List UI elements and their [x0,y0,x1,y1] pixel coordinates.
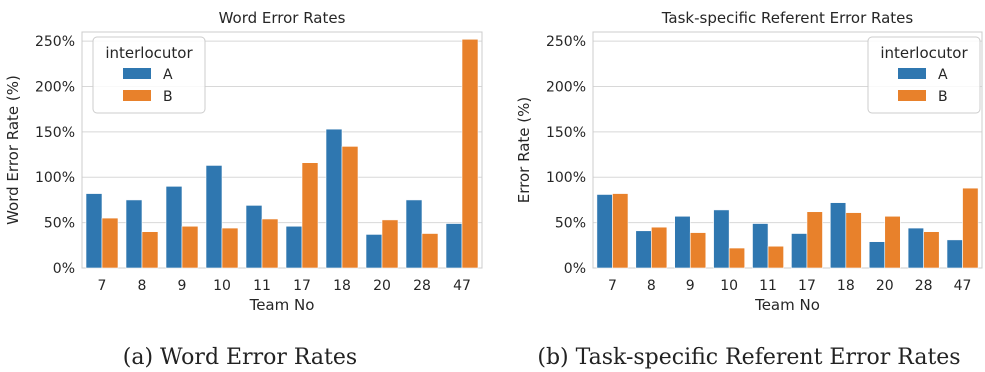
legend-label-a: A [163,67,173,83]
x-tick-label: 11 [253,278,271,294]
plot-frame [592,31,983,269]
legend: interlocutor AB [92,36,206,114]
x-tick-label: 18 [837,278,855,294]
bar-a-team-28 [405,199,423,269]
bar-a-team-9 [165,186,183,269]
y-tick-label: 50% [555,216,586,232]
x-tick-label: 28 [413,278,431,294]
y-axis-label: Error Rate (%) [515,97,533,203]
x-tick-label: 20 [876,278,894,294]
bar-a-team-11 [245,205,263,269]
x-tick-label: 9 [686,278,695,294]
x-tick-label: 47 [453,278,471,294]
chart-title: Task-specific Referent Error Rates [661,9,914,27]
y-tick-label: 50% [44,216,75,232]
y-tick-label: 100% [546,170,586,186]
bar-a-team-10 [713,209,730,269]
x-tick-label: 20 [373,278,391,294]
bar-a-team-7 [596,194,613,269]
bar-a-team-17 [285,225,303,269]
bar-b-team-10 [728,247,746,269]
bar-b-team-10 [221,227,239,269]
bar-b-team-11 [767,245,784,269]
bar-b-team-8 [651,226,668,269]
x-tick-label: 10 [720,278,738,294]
y-tick-label: 100% [35,170,75,186]
legend-title: interlocutor [105,44,193,62]
bar-b-team-11 [261,218,279,269]
x-tick-label: 28 [915,278,933,294]
x-tick-label: 7 [608,278,617,294]
y-tick-label: 200% [546,79,586,95]
x-tick-label: 47 [954,278,972,294]
bar-a-team-47 [946,239,963,269]
x-axis-label: Team No [754,296,820,314]
legend-label-b: B [163,89,173,105]
bar-b-team-9 [181,225,199,269]
bar-b-team-17 [806,211,823,269]
bar-a-team-11 [752,223,769,269]
bar-a-team-8 [635,230,652,269]
chart-referent-error-rates: 0% 50% 100% 150% 200% 250% 7 8 9 10 11 17 18 20 28 47 Te… [515,9,983,370]
y-tick-label: 150% [546,125,586,141]
y-tick-label: 150% [35,125,75,141]
bar-b-team-28 [421,233,439,269]
bar-a-team-20 [868,241,886,269]
y-tick-label: 250% [546,34,586,50]
bar-b-team-9 [689,232,707,269]
bar-b-team-7 [101,217,119,269]
bar-a-team-20 [365,234,383,269]
bar-a-team-28 [907,227,924,269]
legend-swatch-a [898,68,926,79]
bar-a-team-9 [674,215,691,269]
y-tick-label: 200% [35,79,75,95]
x-tick-label: 9 [178,278,187,294]
bar-a-team-7 [85,193,103,269]
x-tick-label: 10 [213,278,231,294]
y-tick-label: 250% [35,34,75,50]
bar-b-team-18 [341,146,359,269]
bar-b-team-8 [141,231,159,269]
bar-b-team-20 [381,219,399,269]
x-tick-label: 7 [98,278,107,294]
figure-caption: (b) Task-specific Referent Error Rates [537,345,960,370]
figure-caption: (a) Word Error Rates [123,345,357,370]
y-tick-label: 0% [564,261,586,277]
x-tick-label: 11 [759,278,777,294]
legend-label-a: A [938,67,948,83]
bar-b-team-47 [962,187,979,269]
bar-b-team-17 [301,162,319,269]
bar-b-team-18 [845,212,862,269]
y-axis-label: Word Error Rate (%) [4,75,22,225]
legend-swatch-b [898,90,926,101]
x-tick-label: 8 [647,278,656,294]
bar-a-team-17 [791,233,808,269]
x-tick-label: 8 [138,278,147,294]
bar-b-team-20 [884,215,901,269]
bar-a-team-18 [325,128,343,269]
bar-a-team-18 [829,202,847,269]
bar-b-team-47 [461,38,479,269]
bar-a-team-10 [205,165,223,269]
plot-frame [81,31,483,269]
x-tick-label: 18 [333,278,351,294]
y-tick-label: 0% [53,261,75,277]
legend-title: interlocutor [880,44,968,62]
chart-title: Word Error Rates [219,9,346,27]
chart-word-error-rates: 0% 50% 100% 150% 200% 250% 7 8 9 10 11 17 18 20 28 47 Te… [4,9,483,370]
legend: interlocutor AB [867,36,981,114]
bar-b-team-28 [923,231,940,269]
bar-a-team-47 [445,223,463,269]
x-tick-label: 17 [293,278,311,294]
bar-b-team-7 [612,193,629,269]
x-tick-label: 17 [798,278,816,294]
x-axis-label: Team No [249,296,315,314]
legend-swatch-b [123,90,151,101]
legend-label-b: B [938,89,948,105]
bar-a-team-8 [125,199,143,269]
legend-swatch-a [123,68,151,79]
